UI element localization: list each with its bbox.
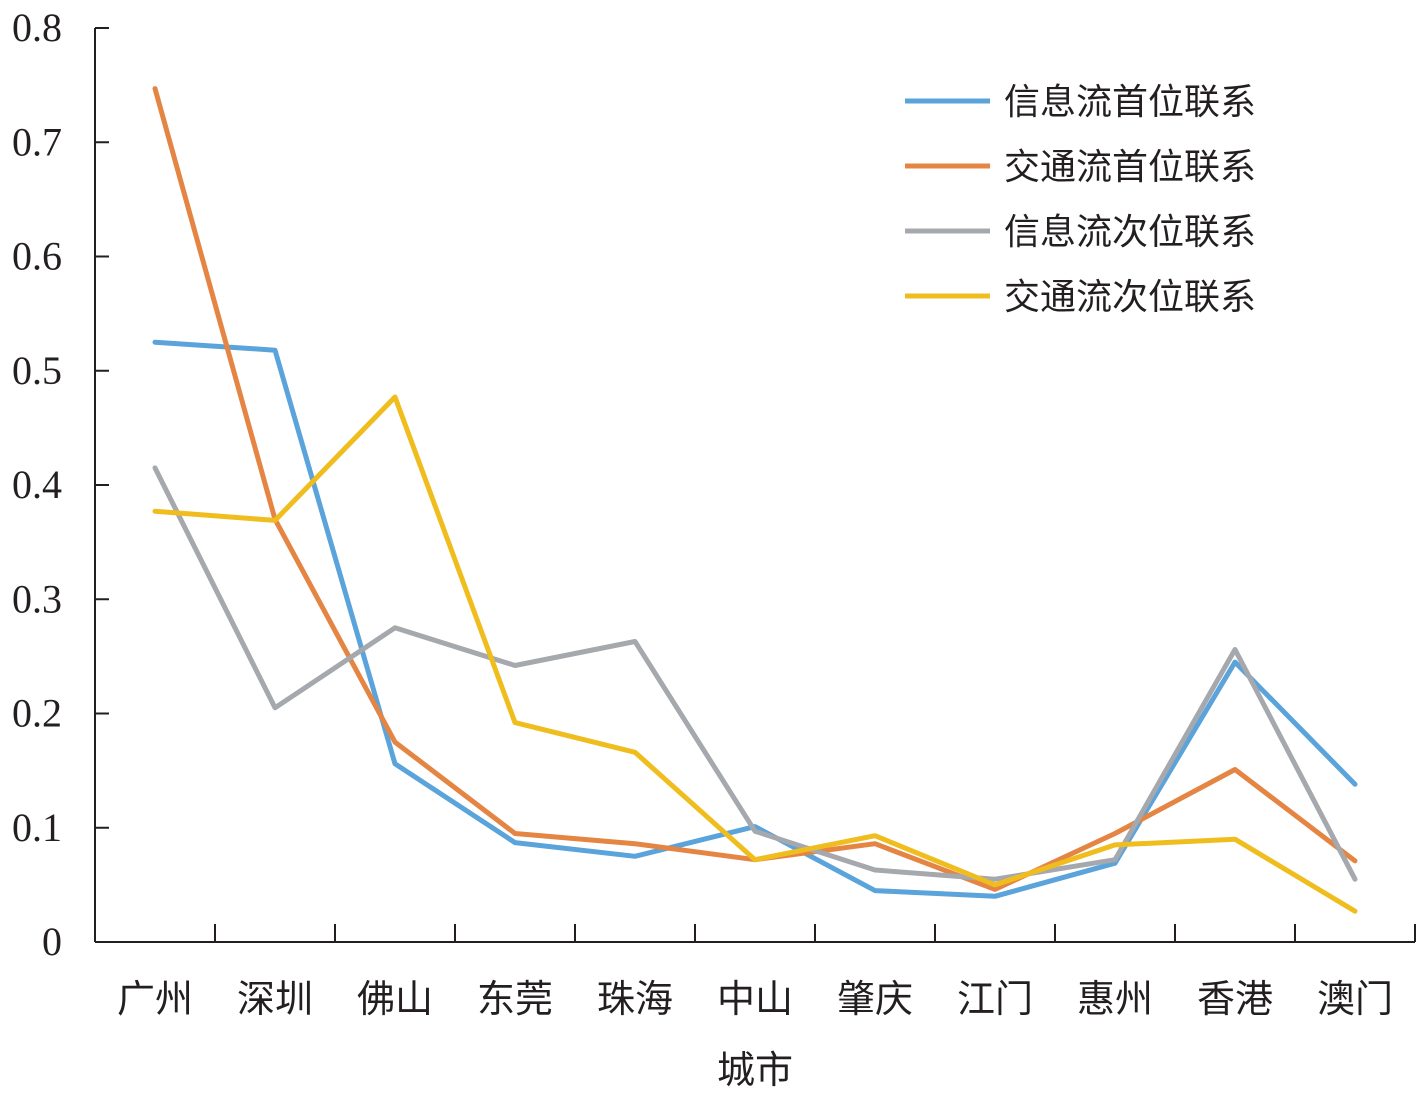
legend-label: 信息流首位联系 [1004, 82, 1256, 123]
y-tick-label: 0.6 [12, 234, 62, 279]
x-tick-label: 惠州 [1077, 977, 1153, 1021]
series-line-3 [152, 465, 1358, 882]
y-tick-label: 0.4 [12, 462, 62, 507]
legend-item-3: 信息流次位联系 [905, 212, 1256, 253]
x-tick-label: 广州 [117, 977, 193, 1021]
legend-label: 交通流次位联系 [1004, 277, 1256, 318]
x-tick-label: 香港 [1197, 977, 1273, 1021]
legend-label: 交通流首位联系 [1004, 147, 1256, 188]
x-tick-label: 中山 [717, 977, 793, 1021]
series-line-4 [152, 394, 1358, 914]
series-line-1 [152, 339, 1358, 899]
x-tick-label: 江门 [957, 977, 1033, 1021]
y-tick-label: 0.3 [12, 576, 62, 621]
x-axis-ticks: 广州 深圳 佛山 东莞 珠海 中山 肇庆 江门 惠州 香港 澳门 [117, 924, 1416, 1021]
x-tick-label: 东莞 [477, 977, 553, 1021]
y-axis-ticks: 0 0.1 0.2 0.3 0.4 0.5 0.6 0.7 0.8 [12, 5, 109, 964]
x-tick-label: 佛山 [357, 977, 433, 1021]
y-tick-label: 0.7 [12, 119, 62, 164]
y-tick-label: 0.5 [12, 348, 62, 393]
x-axis-title: 城市 [717, 1048, 793, 1092]
x-tick-label: 珠海 [597, 977, 673, 1021]
y-tick-label: 0.2 [12, 691, 62, 736]
y-tick-label: 0.8 [12, 5, 62, 50]
x-tick-label: 澳门 [1317, 977, 1393, 1021]
legend-item-1: 信息流首位联系 [905, 82, 1256, 123]
y-tick-label: 0 [42, 919, 62, 964]
x-tick-label: 肇庆 [837, 977, 913, 1021]
legend-item-2: 交通流首位联系 [905, 147, 1256, 188]
series-line-2 [152, 86, 1358, 892]
legend-item-4: 交通流次位联系 [905, 277, 1256, 318]
x-tick-label: 深圳 [237, 977, 313, 1021]
series-lines [152, 86, 1358, 914]
legend-label: 信息流次位联系 [1004, 212, 1256, 253]
y-tick-label: 0.1 [12, 805, 62, 850]
